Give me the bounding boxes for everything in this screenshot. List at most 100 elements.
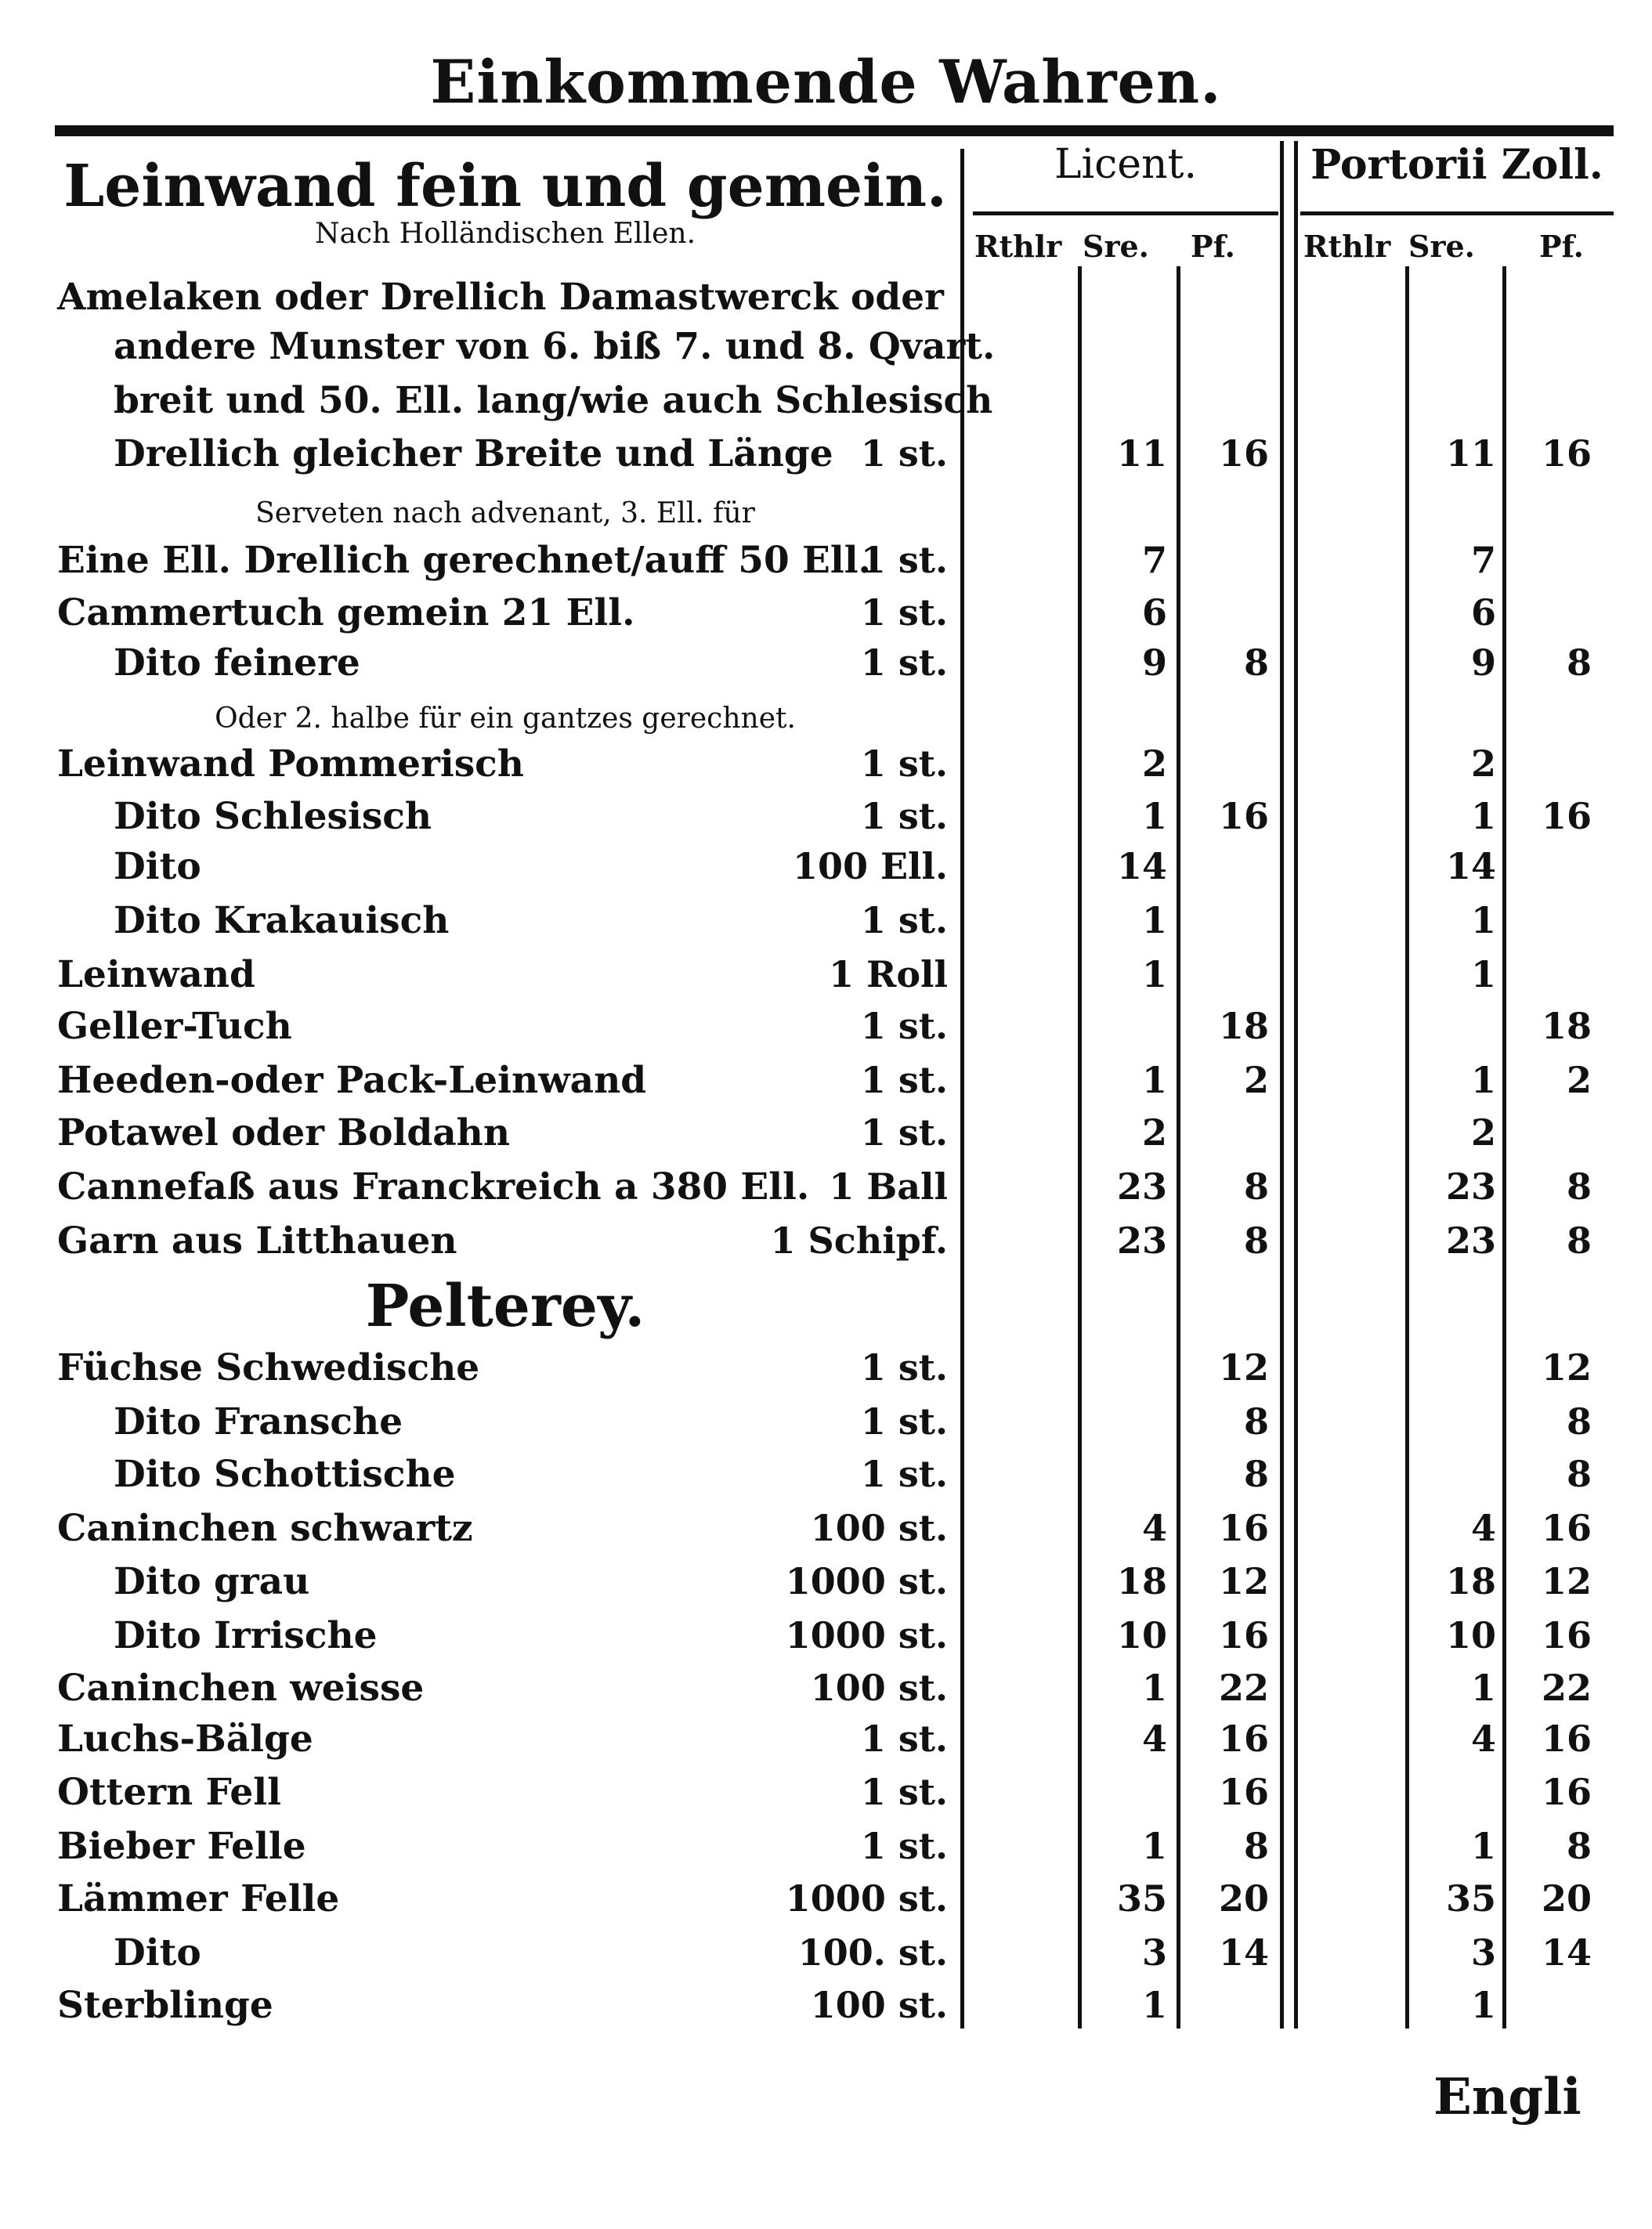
licent-pf-header: Pf. (1191, 229, 1235, 264)
item-unit: 1 st. (860, 1059, 948, 1101)
portorii-sre-value: 1 (1470, 953, 1496, 995)
portorii-pf-value: 8 (1566, 1400, 1592, 1443)
licent-pf-value: 16 (1218, 432, 1269, 475)
item-name: Dito feinere (114, 641, 360, 685)
licent-pf-value: 16 (1218, 1718, 1269, 1760)
licent-sre-value: 1 (1141, 1667, 1167, 1709)
licent-rule (973, 211, 1278, 215)
portorii-pf-header: Pf. (1539, 229, 1584, 264)
item-unit: 1 st. (860, 795, 948, 837)
licent-sre-value: 4 (1141, 1718, 1167, 1760)
item-name: Heeden-oder Pack-Leinwand (57, 1059, 647, 1102)
section-title: Pelterey. (365, 1273, 645, 1340)
item-unit: 100. st. (797, 1931, 948, 1974)
section-note: Nach Holländischen Ellen. (314, 218, 696, 250)
licent-pf-value: 8 (1243, 1453, 1269, 1495)
portorii-sre-value: 35 (1445, 1877, 1496, 1920)
portorii-pf-value: 8 (1566, 1219, 1592, 1262)
licent-sre-value: 4 (1141, 1507, 1167, 1549)
portorii-pf-value: 12 (1541, 1346, 1592, 1389)
licent-header: Licent. (1054, 141, 1197, 188)
licent-pf-value: 18 (1218, 1005, 1269, 1047)
licent-sre-value: 18 (1116, 1560, 1167, 1602)
portorii-pf-value: 16 (1541, 1771, 1592, 1813)
item-name: Dito (114, 845, 201, 888)
licent-sre-value: 1 (1141, 795, 1167, 837)
portorii-sre-value: 1 (1470, 1825, 1496, 1867)
item-name: andere Munster von 6. biß 7. und 8. Qvar… (114, 325, 996, 368)
portorii-sre-value: 1 (1470, 899, 1496, 941)
portorii-pf-value: 16 (1541, 432, 1592, 475)
licent-pf-value: 8 (1243, 1219, 1269, 1262)
licent-pf-value: 16 (1218, 1614, 1269, 1656)
licent-sre-value: 35 (1116, 1877, 1167, 1920)
portorii-pf-value: 8 (1566, 1165, 1592, 1208)
item-name: Sterblinge (57, 1984, 273, 2027)
portorii-sre-value: 23 (1445, 1219, 1496, 1262)
item-name: Cannefaß aus Franckreich a 380 Ell. (57, 1165, 810, 1208)
column-divider (1078, 266, 1082, 2028)
item-unit: 1 st. (860, 1346, 948, 1389)
portorii-sre-value: 1 (1470, 1059, 1496, 1101)
licent-sre-value: 3 (1141, 1931, 1167, 1974)
licent-pf-value: 8 (1243, 1400, 1269, 1443)
item-name: Cammertuch gemein 21 Ell. (57, 591, 635, 634)
portorii-rthlr-header: Rthlr (1303, 229, 1391, 264)
item-unit: 1 st. (860, 432, 948, 475)
item-name: Drellich gleicher Breite und Länge (114, 432, 833, 475)
item-unit: 1 Schipf. (770, 1219, 949, 1262)
top-rule (55, 125, 1614, 136)
item-name: Dito Irrische (114, 1614, 378, 1657)
licent-sre-value: 1 (1141, 1825, 1167, 1867)
portorii-sre-value: 4 (1470, 1718, 1496, 1760)
item-name: Amelaken oder Drellich Damastwerck oder (57, 276, 944, 319)
licent-sre-value: 1 (1141, 953, 1167, 995)
licent-sre-value: 1 (1141, 1059, 1167, 1101)
licent-pf-value: 8 (1243, 641, 1269, 684)
item-unit: 1000 st. (785, 1614, 948, 1656)
licent-rthlr-header: Rthlr (974, 229, 1062, 264)
portorii-pf-value: 16 (1541, 1614, 1592, 1656)
licent-sre-header: Sre. (1083, 229, 1149, 264)
item-unit: 1 st. (860, 1400, 948, 1443)
page-title: Einkommende Wahren. (430, 47, 1222, 117)
item-name: Dito (114, 1931, 201, 1974)
portorii-sre-value: 3 (1470, 1931, 1496, 1974)
licent-pf-value: 2 (1243, 1059, 1269, 1101)
item-unit: 1 st. (860, 539, 948, 581)
column-divider (1502, 266, 1506, 2028)
portorii-sre-value: 2 (1470, 1111, 1496, 1154)
item-name: Caninchen schwartz (57, 1507, 473, 1550)
portorii-sre-value: 2 (1470, 742, 1496, 785)
licent-sre-value: 1 (1141, 899, 1167, 941)
item-name: Dito Fransche (114, 1400, 403, 1443)
item-name: Dito Schottische (114, 1453, 456, 1496)
licent-sre-value: 6 (1141, 591, 1167, 634)
item-unit: 1 st. (860, 1453, 948, 1495)
portorii-pf-value: 8 (1566, 641, 1592, 684)
licent-sre-value: 11 (1116, 432, 1167, 475)
item-name: Leinwand (57, 953, 255, 996)
column-divider (1280, 141, 1284, 2028)
portorii-pf-value: 12 (1541, 1560, 1592, 1602)
portorii-pf-value: 8 (1566, 1825, 1592, 1867)
portorii-pf-value: 14 (1541, 1931, 1592, 1974)
portorii-pf-value: 20 (1541, 1877, 1592, 1920)
item-unit: 100 Ell. (792, 845, 948, 887)
column-divider (960, 149, 964, 2028)
portorii-sre-header: Sre. (1408, 229, 1475, 264)
licent-pf-value: 12 (1218, 1560, 1269, 1602)
item-name: Geller-Tuch (57, 1005, 292, 1048)
portorii-pf-value: 2 (1566, 1059, 1592, 1101)
item-unit: 1 Roll (829, 953, 948, 995)
item-name: Leinwand Pommerisch (57, 742, 524, 786)
licent-pf-value: 16 (1218, 795, 1269, 837)
item-unit: 1 st. (860, 591, 948, 634)
portorii-rule (1300, 211, 1614, 215)
item-name: Potawel oder Boldahn (57, 1111, 510, 1154)
licent-pf-value: 16 (1218, 1771, 1269, 1813)
licent-pf-value: 12 (1218, 1346, 1269, 1389)
portorii-sre-value: 1 (1470, 795, 1496, 837)
item-unit: 1 st. (860, 641, 948, 684)
licent-sre-value: 2 (1141, 742, 1167, 785)
